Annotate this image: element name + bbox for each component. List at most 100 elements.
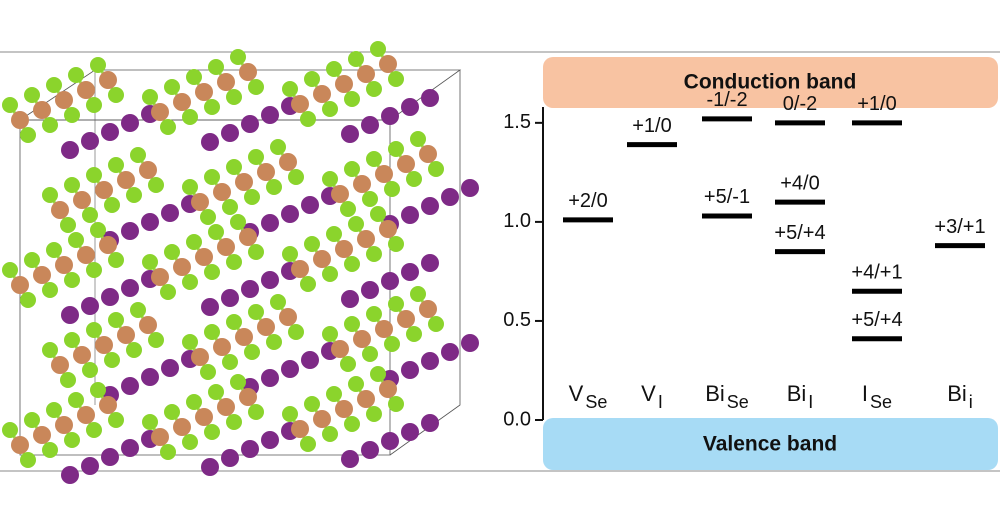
atom bbox=[186, 394, 202, 410]
atom bbox=[341, 450, 359, 468]
atom bbox=[2, 262, 18, 278]
defect-symbol: Bi bbox=[947, 381, 967, 406]
atom bbox=[288, 169, 304, 185]
atom bbox=[366, 406, 382, 422]
defect-symbol: I bbox=[862, 381, 868, 406]
atom bbox=[248, 244, 264, 260]
atom bbox=[261, 106, 279, 124]
atom bbox=[282, 406, 298, 422]
atom bbox=[410, 131, 426, 147]
atom bbox=[208, 59, 224, 75]
atom bbox=[173, 418, 191, 436]
atom bbox=[341, 125, 359, 143]
atom bbox=[121, 222, 139, 240]
atom bbox=[301, 351, 319, 369]
atom bbox=[64, 107, 80, 123]
atom bbox=[139, 161, 157, 179]
atom bbox=[361, 281, 379, 299]
atom bbox=[161, 204, 179, 222]
atom bbox=[388, 396, 404, 412]
atom bbox=[164, 404, 180, 420]
atom bbox=[195, 408, 213, 426]
atom bbox=[388, 296, 404, 312]
atom bbox=[90, 382, 106, 398]
atom bbox=[461, 179, 479, 197]
atom bbox=[77, 81, 95, 99]
atom bbox=[239, 228, 257, 246]
atom bbox=[164, 244, 180, 260]
atom bbox=[104, 352, 120, 368]
atom bbox=[191, 193, 209, 211]
atom bbox=[331, 340, 349, 358]
atom bbox=[217, 398, 235, 416]
atom bbox=[20, 292, 36, 308]
atom bbox=[121, 377, 139, 395]
atom bbox=[419, 145, 437, 163]
defect-symbol: Bi bbox=[705, 381, 725, 406]
atom bbox=[322, 266, 338, 282]
y-tick-label: 0.5 bbox=[503, 309, 531, 331]
atom bbox=[182, 109, 198, 125]
atom bbox=[381, 272, 399, 290]
atom bbox=[130, 302, 146, 318]
atom bbox=[375, 165, 393, 183]
atom bbox=[182, 179, 198, 195]
atom bbox=[95, 181, 113, 199]
x-tick-label: I Se bbox=[862, 381, 892, 412]
atom bbox=[61, 141, 79, 159]
atom bbox=[370, 41, 386, 57]
atom bbox=[322, 426, 338, 442]
atom bbox=[384, 181, 400, 197]
atom bbox=[213, 183, 231, 201]
atom bbox=[64, 432, 80, 448]
y-tick-label: 1.0 bbox=[503, 210, 531, 232]
atom bbox=[357, 65, 375, 83]
atom bbox=[361, 441, 379, 459]
atom bbox=[86, 422, 102, 438]
level-label: +4/0 bbox=[780, 172, 819, 194]
atom bbox=[195, 83, 213, 101]
atom bbox=[304, 396, 320, 412]
atom bbox=[160, 119, 176, 135]
atom bbox=[388, 71, 404, 87]
atom bbox=[401, 423, 419, 441]
atom bbox=[82, 362, 98, 378]
atom bbox=[86, 322, 102, 338]
atom bbox=[348, 51, 364, 67]
atom bbox=[82, 207, 98, 223]
defect-symbol: V bbox=[569, 381, 584, 406]
atom bbox=[266, 334, 282, 350]
atom bbox=[344, 256, 360, 272]
atom bbox=[60, 372, 76, 388]
atom bbox=[42, 187, 58, 203]
atom bbox=[108, 87, 124, 103]
atom bbox=[235, 328, 253, 346]
crystal-structure bbox=[2, 41, 479, 484]
x-tick-label: V Se bbox=[569, 381, 608, 412]
atom bbox=[68, 67, 84, 83]
atom bbox=[117, 171, 135, 189]
conduction-band-label: Conduction band bbox=[684, 71, 857, 94]
atom bbox=[222, 354, 238, 370]
atom bbox=[204, 169, 220, 185]
atom bbox=[281, 205, 299, 223]
atom bbox=[46, 77, 62, 93]
atom bbox=[108, 412, 124, 428]
atom bbox=[235, 173, 253, 191]
atom bbox=[200, 364, 216, 380]
level-label: +5/+4 bbox=[851, 309, 902, 331]
atom bbox=[301, 196, 319, 214]
atom bbox=[204, 264, 220, 280]
atom bbox=[126, 187, 142, 203]
atom bbox=[335, 400, 353, 418]
atom bbox=[300, 111, 316, 127]
atom bbox=[281, 360, 299, 378]
atom bbox=[61, 306, 79, 324]
atom bbox=[239, 63, 257, 81]
atom bbox=[230, 214, 246, 230]
atom bbox=[291, 260, 309, 278]
atom bbox=[410, 286, 426, 302]
atom bbox=[357, 390, 375, 408]
atom bbox=[244, 189, 260, 205]
atom bbox=[95, 336, 113, 354]
